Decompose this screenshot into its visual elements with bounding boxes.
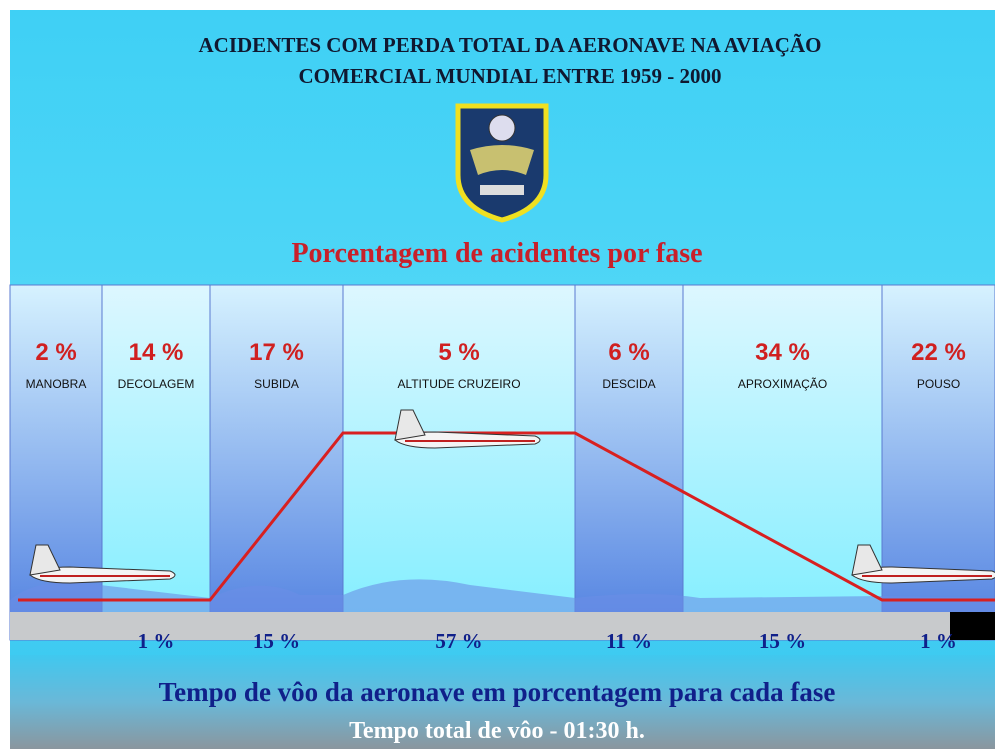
title-line: COMERCIAL MUNDIAL ENTRE 1959 - 2000: [299, 64, 722, 88]
page: ACIDENTES COM PERDA TOTAL DA AERONAVE NA…: [0, 0, 995, 749]
time-percent: 15 %: [759, 629, 806, 653]
phase-name: MANOBRA: [26, 377, 87, 391]
diagram: ACIDENTES COM PERDA TOTAL DA AERONAVE NA…: [0, 0, 995, 749]
time-percent: 11 %: [606, 629, 652, 653]
phase-name: DESCIDA: [602, 377, 655, 391]
title-line: ACIDENTES COM PERDA TOTAL DA AERONAVE NA…: [199, 33, 822, 57]
accident-percent: 22 %: [911, 339, 966, 366]
emblem: [458, 106, 546, 220]
phase-name: POUSO: [917, 377, 960, 391]
footer-total: Tempo total de vôo - 01:30 h.: [349, 718, 645, 744]
time-percent: 57 %: [435, 629, 482, 653]
subtitle: Porcentagem de acidentes por fase: [291, 238, 702, 269]
accident-percent: 17 %: [249, 339, 304, 366]
phase-name: ALTITUDE CRUZEIRO: [397, 377, 520, 391]
accident-percent: 6 %: [608, 339, 649, 366]
time-percent: 1 %: [920, 629, 957, 653]
phase-name: SUBIDA: [254, 377, 299, 391]
phase-name: APROXIMAÇÃO: [738, 377, 827, 391]
phase-columns: 2 % MANOBRA 14 % DECOLAGEM 17 % SUBIDA 5 % ALTI…: [10, 285, 995, 640]
accident-percent: 14 %: [129, 339, 184, 366]
time-percent: 15 %: [253, 629, 300, 653]
time-percent: 1 %: [138, 629, 175, 653]
accident-percent: 5 %: [438, 339, 479, 366]
accident-percent: 2 %: [35, 339, 76, 366]
phase-name: DECOLAGEM: [118, 377, 195, 391]
footer-caption: Tempo de vôo da aeronave em porcentagem …: [159, 677, 836, 707]
accident-percent: 34 %: [755, 339, 810, 366]
